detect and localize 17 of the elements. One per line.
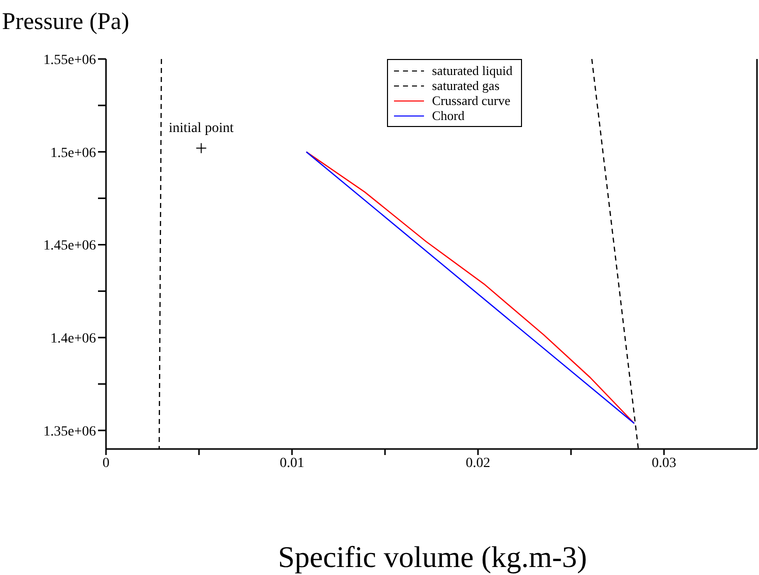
x-axis-title: Specific volume (kg.m-3) [276, 541, 588, 574]
legend-label: Chord [432, 108, 464, 124]
y-tick-label: 1.45e+06 [43, 238, 96, 254]
legend-label: saturated liquid [432, 62, 513, 78]
y-axis-title: Pressure (Pa) [2, 8, 130, 36]
x-tick-label: 0.03 [652, 456, 676, 471]
y-tick-label: 1.5e+06 [50, 146, 96, 161]
legend-label: saturated gas [432, 78, 500, 94]
annotation: initial point [168, 121, 234, 136]
x-tick-label: 0 [102, 456, 110, 471]
x-tick-label: 0.02 [466, 456, 490, 471]
y-tick-label: 1.4e+06 [50, 332, 96, 347]
y-tick-label: 1.55e+06 [43, 52, 96, 68]
y-tick-label: 1.35e+06 [43, 424, 96, 440]
legend-label: Crussard curve [432, 92, 510, 108]
line-series [306, 151, 635, 424]
x-tick-label: 0.01 [280, 456, 304, 471]
